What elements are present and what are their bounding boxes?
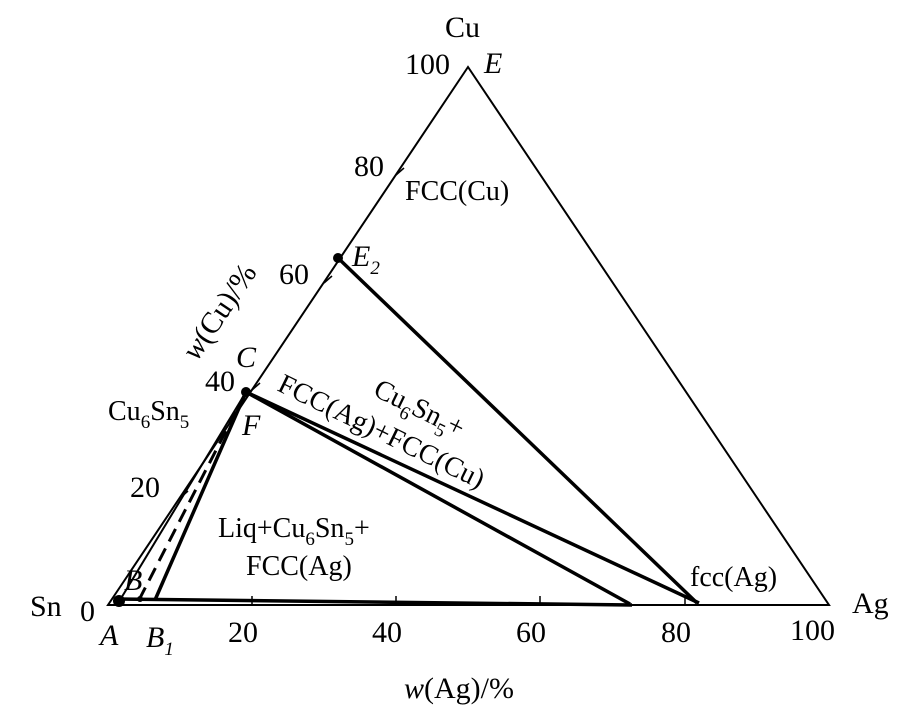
region-label-liq-line2: FCC(Ag): [246, 551, 352, 582]
corner-value-sn: 0: [80, 595, 95, 628]
boundary-c-b1: [153, 391, 248, 601]
tie-line-e2-fccag: [336, 256, 699, 605]
region-label-cu6sn5: Cu6Sn5: [108, 396, 189, 433]
boundary-c-a: [119, 391, 247, 601]
corner-label-cu: Cu: [445, 11, 480, 44]
point-label-b: B: [124, 564, 142, 597]
region-label-fcc-ag: fcc(Ag): [690, 562, 777, 593]
liquidus-base-line: [117, 597, 633, 607]
bottom-tick-label-80: 80: [661, 616, 691, 649]
left-tick-label-60: 60: [279, 258, 309, 291]
point-label-b1: B1: [146, 621, 174, 660]
dashed-c-b: [138, 391, 248, 599]
tick-left-80: [395, 167, 405, 176]
corner-value-cu: 100: [405, 48, 450, 81]
region-label-liq-line1: Liq+Cu6Sn5+: [218, 513, 370, 550]
tick-left-60: [323, 275, 333, 284]
point-c-marker: [241, 387, 251, 397]
point-label-f: F: [241, 409, 261, 442]
point-a-marker: [113, 595, 125, 607]
tick-left-40: [251, 382, 261, 391]
point-label-e2: E2: [351, 240, 380, 279]
bottom-tick-label-60: 60: [516, 616, 546, 649]
bottom-tick-label-40: 40: [372, 616, 402, 649]
region-label-fcc-cu: FCC(Cu): [405, 176, 509, 207]
left-tick-label-80: 80: [354, 150, 384, 183]
point-label-a: A: [98, 619, 119, 652]
ternary-triangle: [106, 65, 831, 606]
corner-label-ag: Ag: [852, 587, 889, 620]
point-label-c: C: [236, 341, 257, 374]
point-label-e: E: [483, 47, 502, 80]
corner-label-sn: Sn: [30, 590, 62, 623]
tie-line-c-liq: [245, 390, 631, 606]
left-tick-label-40: 40: [205, 365, 235, 398]
bottom-axis-title: w(Ag)/%: [404, 672, 514, 705]
point-b-marker: [137, 596, 143, 602]
corner-value-ag: 100: [790, 614, 835, 647]
tie-line-c-fccag: [245, 390, 700, 605]
left-tick-label-20: 20: [130, 471, 160, 504]
point-e2-marker: [333, 253, 343, 263]
bottom-tick-label-20: 20: [228, 616, 258, 649]
